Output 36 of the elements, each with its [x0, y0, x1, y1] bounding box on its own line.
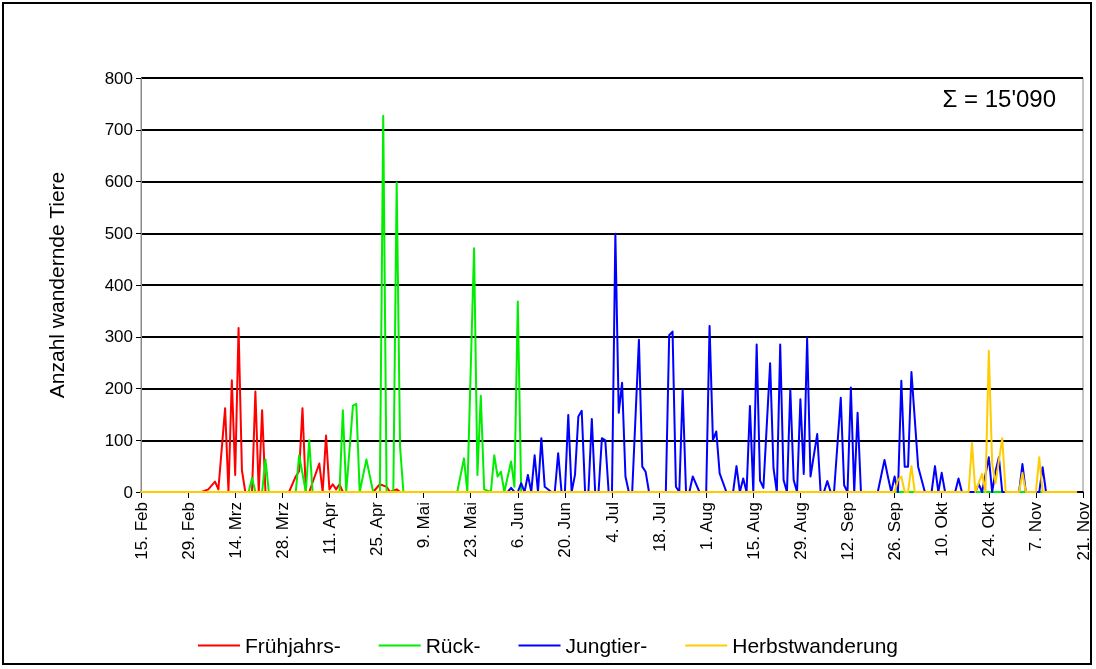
x-tick-label: 18. Jul — [649, 502, 669, 553]
x-tick-label: 29. Feb — [178, 502, 198, 560]
x-tick-label: 7. Nov — [1026, 501, 1046, 552]
x-tick-label: 14. Mrz — [225, 502, 245, 559]
y-tick-label: 200 — [104, 379, 133, 398]
y-tick-label: 800 — [104, 68, 133, 88]
legend-label: Rück- — [425, 634, 481, 657]
annotation: Σ = 15'090 — [942, 84, 1057, 112]
x-tick-label: 20. Jun — [555, 502, 575, 558]
x-tick-label: 23. Mai — [461, 502, 481, 558]
y-tick-label: 700 — [104, 120, 133, 140]
x-tick-label: 24. Okt — [979, 501, 999, 557]
x-tick-label: 6. Jun — [508, 502, 528, 549]
x-tick-label: 15. Aug — [743, 502, 763, 560]
legend-label: Frühjahrs- — [245, 634, 341, 657]
x-tick-label: 15. Feb — [131, 502, 151, 560]
x-tick-label: 4. Jul — [602, 502, 622, 543]
x-tick-label: 1. Aug — [696, 502, 716, 551]
y-tick-label: 600 — [104, 172, 133, 191]
legend-label: Herbstwanderung — [732, 634, 898, 657]
x-tick-label: 26. Sep — [885, 502, 905, 561]
x-tick-label: 11. Apr — [319, 501, 339, 555]
y-tick-label: 300 — [104, 327, 133, 347]
legend-label: Jungtier- — [565, 634, 648, 657]
y-tick-label: 500 — [104, 223, 133, 243]
y-tick-label: 0 — [123, 482, 133, 502]
y-tick-label: 400 — [104, 275, 133, 295]
x-tick-label: 10. Okt — [932, 501, 952, 557]
x-tick-label: 12. Sep — [838, 502, 857, 561]
y-tick-label: 100 — [104, 430, 133, 450]
x-tick-label: 21. Nov — [1073, 501, 1093, 561]
y-axis-title: Anzahl wandernde Tiere — [45, 171, 68, 399]
x-tick-label: 25. Apr — [367, 501, 386, 556]
x-tick-label: 28. Mrz — [272, 502, 292, 559]
x-tick-label: 9. Mai — [414, 502, 434, 549]
x-tick-label: 29. Aug — [790, 502, 810, 560]
